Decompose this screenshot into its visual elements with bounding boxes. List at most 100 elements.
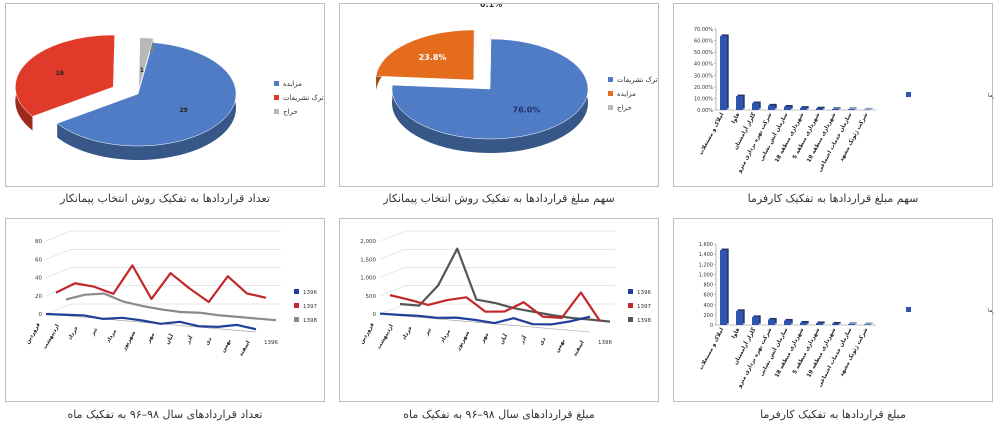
- series-line: [55, 264, 267, 304]
- legend-label: 1397: [637, 304, 651, 310]
- x-tick-label: فروردین: [359, 322, 376, 346]
- bar: [816, 322, 824, 325]
- series-line: [399, 247, 611, 323]
- x-tick-label: املاک و مستغلات: [697, 112, 725, 156]
- grid-line: [45, 230, 72, 242]
- legend-swatch: [274, 109, 279, 114]
- line-amount-caption: مبلغ قراردادهای سال ۹۸–۹۶ به تفکیک ماه: [403, 408, 595, 421]
- pie-share-chart: 76.0% 23.8% 0.1% ترک تشریفات مزایده حراج: [375, 4, 658, 153]
- y-tick-label: 500: [366, 294, 377, 300]
- x-tick-label: دی: [538, 337, 547, 347]
- x-tick-label: تیر: [89, 327, 99, 338]
- y-tick-label: 40.00%: [694, 62, 713, 68]
- pie-slice: [15, 34, 115, 117]
- bar-depth: [865, 322, 873, 324]
- x-tick-label: خرداد: [67, 325, 80, 341]
- x-tick-label: خرداد: [401, 325, 414, 341]
- x-tick-label: بهمن: [220, 338, 232, 353]
- y-tick-label: 1,600: [699, 242, 713, 248]
- bar-depth: [849, 107, 857, 109]
- x-tick-label: سازمان آتش نشانی: [757, 111, 789, 162]
- y-tick-label: 40: [35, 276, 42, 282]
- bar: [816, 108, 824, 110]
- bar: [864, 324, 872, 325]
- x-tick-label: اردیبهشت: [42, 324, 61, 351]
- grid-line: [379, 303, 406, 315]
- bar: [848, 323, 856, 325]
- pie-slice: [375, 29, 475, 81]
- legend-label: مزایده: [283, 80, 302, 88]
- y-tick-label: 70.00%: [694, 27, 713, 33]
- legend-label: 1397: [303, 304, 317, 310]
- x-tick-label: آذر: [517, 334, 528, 346]
- x-tick-label: تیر: [423, 327, 433, 338]
- bar-depth: [833, 107, 841, 109]
- bar: [720, 250, 728, 325]
- x-tick-label: اسفند: [572, 340, 586, 358]
- depth-axis-label: 1396: [598, 340, 612, 346]
- pie-share-caption: سهم مبلغ قراردادها به تفکیک روش انتخاب پ…: [383, 192, 615, 205]
- bar: [800, 322, 808, 325]
- x-tick-label: شهریور: [121, 330, 137, 352]
- y-tick-label: 60: [35, 257, 42, 263]
- y-tick-label: 20: [35, 294, 42, 300]
- bar-amount-panel: 0 200 400 600 800 1,000 1,200 1,400 1,600 املاک و…: [673, 218, 994, 402]
- legend-swatch: [294, 289, 299, 294]
- grid-line: [379, 267, 406, 278]
- x-tick-label: دی: [204, 337, 213, 347]
- y-tick-label: 1,200: [699, 262, 713, 268]
- grid-line: [379, 285, 406, 296]
- pie-value-label: 1: [140, 67, 144, 74]
- legend-label: حراج: [617, 104, 632, 112]
- legend-label: ترک تشریفات: [283, 94, 324, 102]
- legend-label: 1398: [637, 318, 651, 324]
- y-tick-label: 1,000: [360, 276, 376, 282]
- bar: [736, 310, 744, 325]
- y-tick-label: 0: [373, 312, 377, 318]
- x-tick-label: شهریور: [455, 330, 471, 352]
- grid-line: [45, 303, 72, 315]
- bar-depth: [801, 320, 809, 324]
- y-tick-label: 800: [703, 283, 713, 289]
- pie-value-label: 29: [179, 107, 187, 114]
- bar-amount-chart: 0 200 400 600 800 1,000 1,200 1,400 1,600 املاک و…: [697, 242, 994, 390]
- legend-label: 1396: [637, 290, 651, 296]
- bar: [784, 320, 792, 325]
- grid-line: [379, 230, 406, 242]
- legend-label: ترک تشریفات: [617, 76, 658, 84]
- pie-count-chart: 29 16 1 مزایده ترک تشریفات حراج: [15, 34, 324, 160]
- legend-label: 1396: [303, 290, 317, 296]
- legend-label: مزایده: [617, 90, 636, 98]
- bar: [784, 106, 792, 110]
- bar: [864, 109, 872, 110]
- x-tick-label: مرداد: [106, 329, 118, 344]
- bar-depth: [833, 321, 841, 324]
- legend-swatch: [294, 317, 299, 322]
- pie-value-label: 76.0%: [513, 105, 541, 114]
- pie-count-caption: تعداد قراردادها به تفکیک روش انتخاب پیما…: [60, 192, 270, 205]
- x-tick-label: مهر: [479, 332, 490, 345]
- bar: [832, 323, 840, 325]
- x-tick-label: بهمن: [554, 338, 566, 353]
- legend-swatch: [628, 317, 633, 322]
- bar-depth: [801, 106, 809, 109]
- pie-slice: [56, 42, 237, 147]
- legend-swatch: [628, 303, 633, 308]
- line-count-panel: 0 20 40 60 80 فروردین اردیبهشت خرداد تیر مرداد شهر…: [5, 218, 325, 402]
- y-tick-label: 1,500: [360, 257, 376, 263]
- bar: [752, 316, 760, 325]
- bar: [736, 96, 744, 110]
- y-tick-label: 0: [39, 312, 43, 318]
- pie-value-label: 0.1%: [480, 4, 502, 9]
- legend-swatch: [608, 77, 613, 82]
- bar-depth: [865, 107, 873, 109]
- y-tick-label: 0.00%: [697, 108, 713, 114]
- x-tick-label: املاک و مستغلات: [697, 327, 725, 371]
- legend-swatch: [274, 95, 279, 100]
- bar-depth: [817, 106, 825, 109]
- x-tick-label: آبان: [497, 332, 509, 345]
- y-tick-label: 50.00%: [694, 50, 713, 56]
- y-tick-label: 1,000: [699, 272, 713, 278]
- legend-swatch: [906, 307, 911, 312]
- legend-swatch: [628, 289, 633, 294]
